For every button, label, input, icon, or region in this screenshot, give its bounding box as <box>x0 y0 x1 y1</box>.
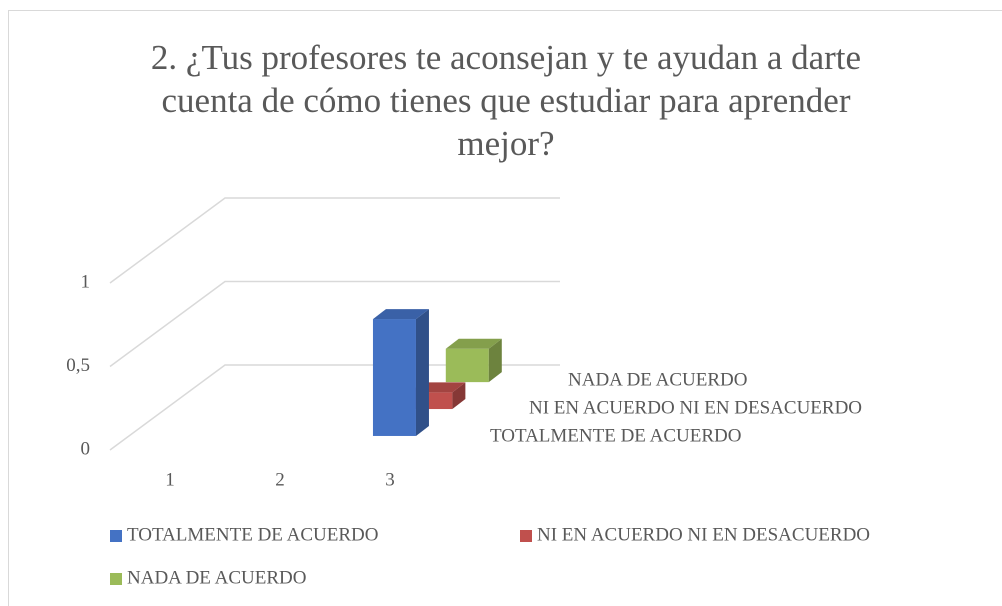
grid-line <box>109 280 560 368</box>
y-tick-label: 1 <box>81 271 91 292</box>
bar-side <box>488 338 502 383</box>
depth-axis-label: TOTALMENTE DE ACUERDO <box>490 425 741 446</box>
bar-front <box>372 319 416 436</box>
y-tick-label: 0 <box>81 438 91 459</box>
bar-top <box>372 309 429 320</box>
depth-axis-label: NI EN ACUERDO NI EN DESACUERDO <box>529 397 862 418</box>
bar-top <box>445 338 502 349</box>
legend-label: TOTALMENTE DE ACUERDO <box>127 524 378 545</box>
depth-axis-label: NADA DE ACUERDO <box>568 369 747 390</box>
legend-label: NADA DE ACUERDO <box>127 567 306 588</box>
chart-border <box>8 10 1002 606</box>
chart-title: 2. ¿Tus profesores te aconsejan y te ayu… <box>150 38 862 163</box>
x-tick-label: 3 <box>385 469 395 490</box>
bar-front <box>445 348 489 383</box>
x-tick-label: 1 <box>165 469 175 490</box>
legend-swatch <box>110 573 122 585</box>
legend-swatch <box>110 530 122 542</box>
bar-side <box>452 382 466 410</box>
legend-swatch <box>520 530 532 542</box>
x-tick-label: 2 <box>275 469 285 490</box>
y-tick-label: 0,5 <box>66 355 90 376</box>
bar-side <box>415 309 429 436</box>
grid-line <box>109 197 560 284</box>
legend-label: NI EN ACUERDO NI EN DESACUERDO <box>537 524 870 545</box>
